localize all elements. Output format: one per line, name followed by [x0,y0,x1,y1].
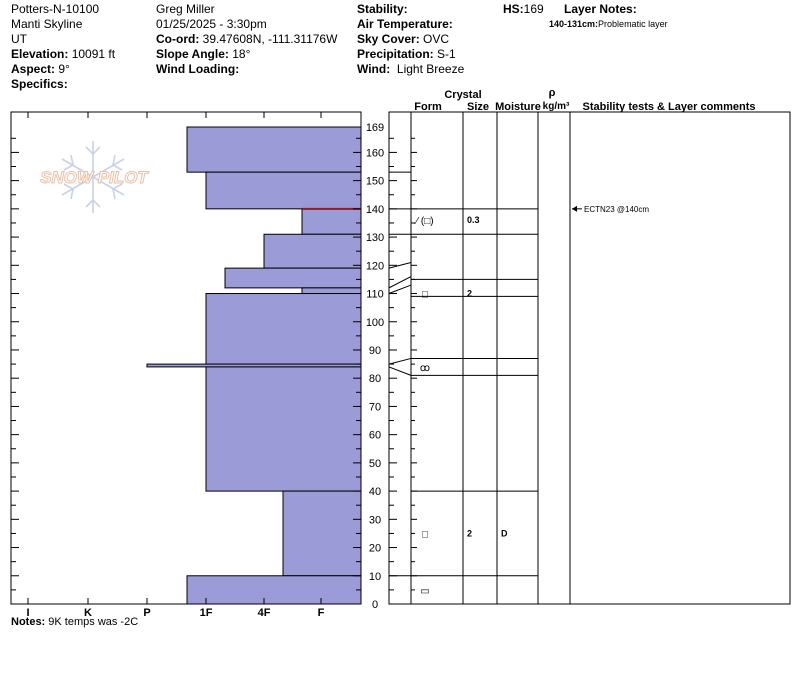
hardness-layer [205,293,362,365]
table-depth-ticks [389,137,417,605]
layer-connector [388,366,412,376]
hardness-label: K [84,607,92,619]
hardness-layer [263,233,362,269]
depth-label: 120 [366,260,384,272]
elevation-row: Elevation: 10091 ft [11,47,116,61]
depth-label: 40 [369,486,381,498]
logo-text: SNOW PILOT [40,168,149,187]
depth-label: 50 [369,458,381,470]
depth-label: 10 [369,571,381,583]
snowpit-chart: SNOW PILOT 0 10 20 30 40 50 60 70 80 90 100 110 120 1… [10,87,791,619]
stability-test-label: ECTN23 @140cm [584,205,649,214]
observer-name: Greg Miller [156,2,215,16]
layer-connector [388,276,412,289]
wind-row: Wind: Light Breeze [357,62,465,76]
slope-row: Slope Angle: 18° [156,47,251,61]
layer-detail-text: ⁄ (□) 0.3 □ 2 ꝏ □ 2 D ▭ [413,215,508,597]
layer-notes-title: Layer Notes: [564,2,637,16]
depth-labels: 0 10 20 30 40 50 60 70 80 90 100 110 120 130 140 150 160… [366,122,384,611]
observer-info: Greg Miller 01/25/2025 - 3:30pm Co-ord: … [156,2,337,77]
hardness-layer [186,126,362,173]
rho-header: ρ [549,87,556,99]
depth-label: 160 [366,147,384,159]
hs-row: HS:169 [503,2,544,16]
snowpilot-logo: SNOW PILOT [40,141,150,213]
depth-label: 150 [366,176,384,188]
layer-connector [388,261,412,269]
hardness-label: 4F [258,607,271,619]
weather-info: Stability: Air Temperature: Sky Cover: O… [357,2,464,77]
left-depth-ticks [11,137,19,605]
sky-row: Sky Cover: OVC [357,32,450,46]
hardness-layer [205,171,362,210]
crystal-size: 0.3 [467,215,480,225]
depth-label: 100 [366,317,384,329]
hardness-label: F [318,607,325,619]
size-header: Size [467,101,489,113]
hardness-layer [205,366,362,492]
arrowhead-icon [572,205,577,212]
crystal-form: ꝏ [420,363,430,374]
aspect-row: Aspect: 9° [11,62,70,76]
hardness-label: 1F [200,607,213,619]
layer-connector [388,357,412,365]
hardness-labels: I K P 1F 4F F [26,598,325,619]
precip-row: Precipitation: S-1 [357,47,456,61]
density-header: kg/m³ [543,101,570,112]
site-name: Potters-N-10100 [11,2,100,16]
depth-label: 140 [366,204,384,216]
top-hardness-ticks [27,112,322,118]
crystal-form: □ [422,290,428,301]
snowflake-icon [61,141,125,213]
air-temp-row: Air Temperature: [357,17,453,31]
wind-loading-row: Wind Loading: [156,62,240,76]
observation-datetime: 01/25/2025 - 3:30pm [156,17,267,31]
crystal-form: □ [422,529,428,540]
coord-row: Co-ord: 39.47608N, -111.31176W [156,32,338,46]
moisture-header: Moisture [495,101,541,113]
layer-connectors [388,171,412,577]
crystal-size: 2 [467,289,472,299]
layer-row-lines [411,208,538,577]
stability-tests: ECTN23 @140cm [572,205,649,214]
depth-label: 110 [366,289,384,301]
crystal-header: Crystal [444,89,481,101]
hardness-layers [146,126,362,605]
notes-label: Notes: [11,616,46,628]
depth-label: 169 [366,122,384,134]
layer-note: 140-131cm:Problematic layer [549,19,668,29]
depth-label: 30 [369,514,381,526]
site-info: Potters-N-10100 Manti Skyline UT Elevati… [11,2,115,92]
depth-label: 20 [369,543,381,555]
crystal-size: 2 [467,528,472,538]
depth-label: 130 [366,232,384,244]
hardness-label: I [26,607,29,619]
depth-label: 70 [369,401,381,413]
state-name: UT [11,32,27,46]
hardness-layer [282,490,362,577]
depth-label: 80 [369,373,381,385]
right-depth-ticks [353,137,361,605]
form-header: Form [414,101,442,113]
hardness-layer [224,267,362,289]
hardness-label: P [143,607,150,619]
layer-connector [388,284,412,294]
range-name: Manti Skyline [11,17,83,31]
layer-table-frame [388,111,791,605]
notes-row: Notes: 9K temps was -2C [11,616,138,628]
specifics-row: Specifics: [11,77,68,91]
depth-label: 0 [372,599,378,611]
stability-row: Stability: [357,2,408,16]
crystal-form: ⁄ (□) [413,216,433,227]
notes-text: 9K temps was -2C [48,616,139,628]
hardness-layer [301,208,362,235]
stability-header: Stability tests & Layer comments [582,101,755,113]
hardness-layer [186,575,362,605]
moisture-value: D [501,528,508,538]
crystal-form: ▭ [420,586,429,597]
hardness-layer [301,287,362,295]
depth-label: 90 [369,345,381,357]
depth-label: 60 [369,430,381,442]
